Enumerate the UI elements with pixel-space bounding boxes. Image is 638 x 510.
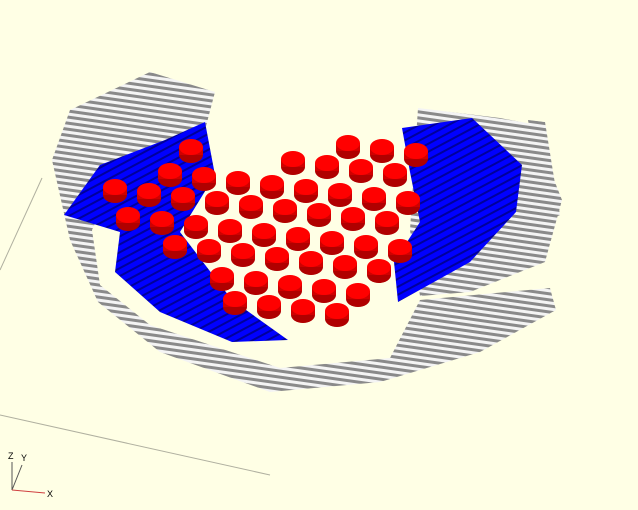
blue-layer xyxy=(394,118,522,302)
cylinder-part xyxy=(210,267,234,283)
cylinder-part xyxy=(205,191,229,207)
cylinder-part xyxy=(244,271,268,287)
cylinder-part xyxy=(273,199,297,215)
cylinder-part xyxy=(239,195,263,211)
cylinder-part xyxy=(346,283,370,299)
cylinder-part xyxy=(354,235,378,251)
cylinder-part xyxy=(257,295,281,311)
cylinder-part xyxy=(312,279,336,295)
ground-axis xyxy=(0,177,43,271)
cylinder-part xyxy=(179,139,203,155)
cylinder-part xyxy=(137,183,161,199)
x-axis xyxy=(11,489,46,494)
cylinder-part xyxy=(325,303,349,319)
cylinder-part xyxy=(223,291,247,307)
cylinder-part xyxy=(158,163,182,179)
cylinder-part xyxy=(281,151,305,167)
cylinder-part xyxy=(307,203,331,219)
cylinder-part xyxy=(116,207,140,223)
cylinder-part xyxy=(294,179,318,195)
cylinder-part xyxy=(171,187,195,203)
cylinder-part xyxy=(336,135,360,151)
cylinder-part xyxy=(150,211,174,227)
cylinder-part xyxy=(163,235,187,251)
cylinder-part xyxy=(404,143,428,159)
cylinder-part xyxy=(362,187,386,203)
ground-axis xyxy=(0,414,271,476)
cylinder-part xyxy=(320,231,344,247)
cylinder-part xyxy=(184,215,208,231)
cylinder-part xyxy=(333,255,357,271)
cylinder-part xyxy=(328,183,352,199)
cylinder-part xyxy=(265,247,289,263)
cylinder-part xyxy=(370,139,394,155)
grey-layer xyxy=(52,72,556,392)
grey-layer xyxy=(528,120,560,222)
cylinder-part xyxy=(349,159,373,175)
cylinder-part xyxy=(299,251,323,267)
cylinder-part xyxy=(231,243,255,259)
cylinder-part xyxy=(396,191,420,207)
x-label: X xyxy=(47,489,53,499)
cylinder-part xyxy=(315,155,339,171)
cylinder-part xyxy=(103,179,127,195)
cylinder-part xyxy=(375,211,399,227)
axis-indicator: Z Y X xyxy=(8,451,53,499)
cylinder-part xyxy=(291,299,315,315)
blue-layer xyxy=(64,122,288,342)
cylinder-part xyxy=(226,171,250,187)
red-cylinders xyxy=(103,135,428,327)
z-label: Z xyxy=(8,451,14,461)
y-axis xyxy=(11,464,23,491)
cylinder-part xyxy=(383,163,407,179)
cylinder-part xyxy=(218,219,242,235)
cylinder-part xyxy=(341,207,365,223)
cylinder-part xyxy=(278,275,302,291)
cylinder-part xyxy=(388,239,412,255)
cylinder-part xyxy=(260,175,284,191)
y-label: Y xyxy=(21,453,27,463)
cylinder-part xyxy=(192,167,216,183)
cylinder-part xyxy=(286,227,310,243)
cylinder-part xyxy=(197,239,221,255)
cylinder-part xyxy=(367,259,391,275)
cylinder-part xyxy=(252,223,276,239)
